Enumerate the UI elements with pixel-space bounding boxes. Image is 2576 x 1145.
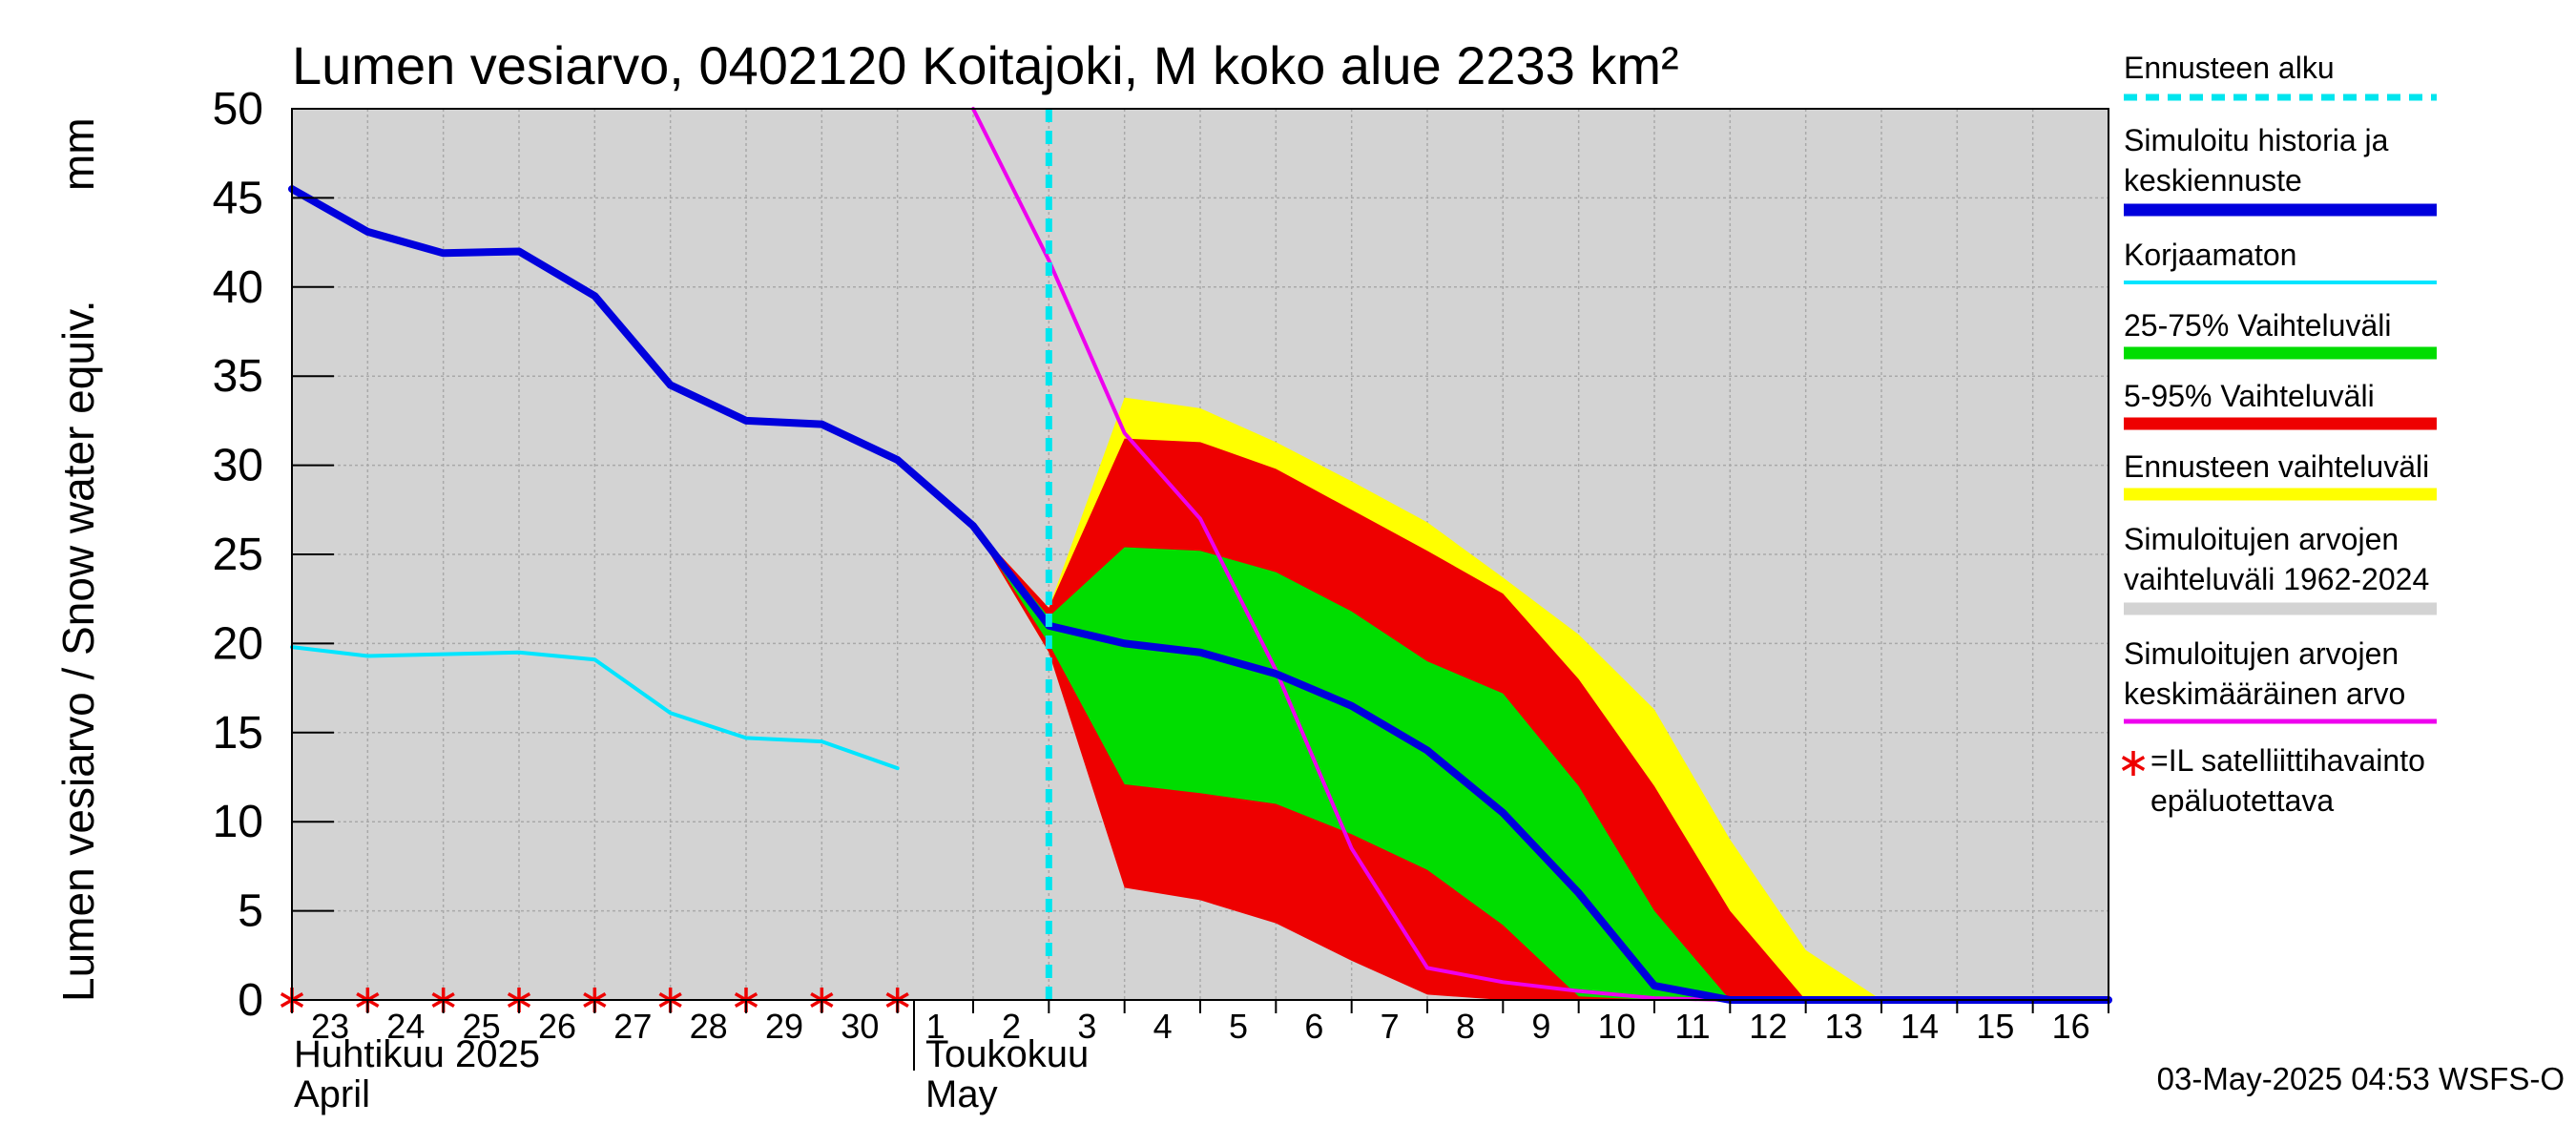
- y-tick-label: 35: [213, 351, 263, 402]
- y-tick-label: 10: [213, 797, 263, 847]
- legend-label: keskiennuste: [2124, 163, 2302, 198]
- y-tick-label: 30: [213, 441, 263, 491]
- x-tick-label: 24: [386, 1007, 425, 1046]
- y-tick-label: 25: [213, 530, 263, 580]
- x-tick-label: 12: [1749, 1007, 1787, 1046]
- legend-label: Korjaamaton: [2124, 238, 2296, 272]
- x-tick-label: 11: [1674, 1007, 1710, 1046]
- x-tick-label: 5: [1229, 1007, 1248, 1046]
- legend-label: vaihteluväli 1962-2024: [2124, 562, 2429, 596]
- x-tick-label: 7: [1381, 1007, 1400, 1046]
- legend-label: keskimääräinen arvo: [2124, 677, 2405, 711]
- month-label-en: May: [925, 1073, 998, 1115]
- legend-label: Simuloitu historia ja: [2124, 123, 2389, 157]
- x-tick-label: 2: [1002, 1007, 1021, 1046]
- month-label-en: April: [294, 1073, 370, 1115]
- x-tick-label: 8: [1456, 1007, 1475, 1046]
- legend: Ennusteen alku Simuloitu historia ja keski…: [2121, 51, 2437, 818]
- uncorrected-line: [290, 645, 900, 771]
- x-tick-label: 4: [1153, 1007, 1173, 1046]
- x-tick-label: 6: [1304, 1007, 1323, 1046]
- x-tick-label: 29: [765, 1007, 803, 1046]
- x-tick-label: 10: [1598, 1007, 1636, 1046]
- y-tick-label: 5: [238, 886, 263, 937]
- y-tick-label: 20: [213, 618, 263, 669]
- legend-label: 25-75% Vaihteluväli: [2124, 308, 2391, 343]
- legend-label: epäluotettava: [2150, 783, 2334, 818]
- x-tick-label: 14: [1901, 1007, 1939, 1046]
- chart-title: Lumen vesiarvo, 0402120 Koitajoki, M kok…: [292, 35, 1679, 95]
- legend-label: Simuloitujen arvojen: [2124, 522, 2399, 556]
- x-tick-label: 23: [311, 1007, 349, 1046]
- timestamp-footer: 03-May-2025 04:53 WSFS-O: [2157, 1061, 2565, 1096]
- x-tick-label: 26: [538, 1007, 576, 1046]
- x-tick-label: 1: [926, 1007, 945, 1046]
- x-tick-label: 16: [2052, 1007, 2090, 1046]
- y-tick-label: 50: [213, 84, 263, 135]
- y-tick-label: 40: [213, 262, 263, 313]
- y-axis-label: Lumen vesiarvo / Snow water equiv.: [53, 300, 103, 1002]
- x-tick-label: 3: [1077, 1007, 1096, 1046]
- x-tick-label: 28: [690, 1007, 728, 1046]
- legend-label: Ennusteen alku: [2124, 51, 2335, 85]
- legend-label: 5-95% Vaihteluväli: [2124, 379, 2375, 413]
- month-label-fi: Huhtikuu 2025: [294, 1033, 540, 1075]
- y-tick-label: 0: [238, 975, 263, 1026]
- y-tick-label: 15: [213, 708, 263, 759]
- y-tick-label: 45: [213, 173, 263, 223]
- y-axis-unit: mm: [53, 117, 103, 191]
- legend-label: =IL satelliittihavainto: [2150, 743, 2425, 778]
- legend-swatch-satellite: [2121, 751, 2146, 776]
- x-tick-label: 25: [463, 1007, 501, 1046]
- plot-area: [280, 107, 2112, 1012]
- x-tick-label: 15: [1976, 1007, 2014, 1046]
- x-tick-label: 30: [841, 1007, 879, 1046]
- x-tick-label: 13: [1825, 1007, 1863, 1046]
- legend-label: Simuloitujen arvojen: [2124, 636, 2399, 671]
- x-tick-label: 9: [1531, 1007, 1550, 1046]
- legend-label: Ennusteen vaihteluväli: [2124, 449, 2429, 484]
- month-label-fi: Toukokuu: [925, 1033, 1089, 1075]
- x-tick-label: 27: [613, 1007, 652, 1046]
